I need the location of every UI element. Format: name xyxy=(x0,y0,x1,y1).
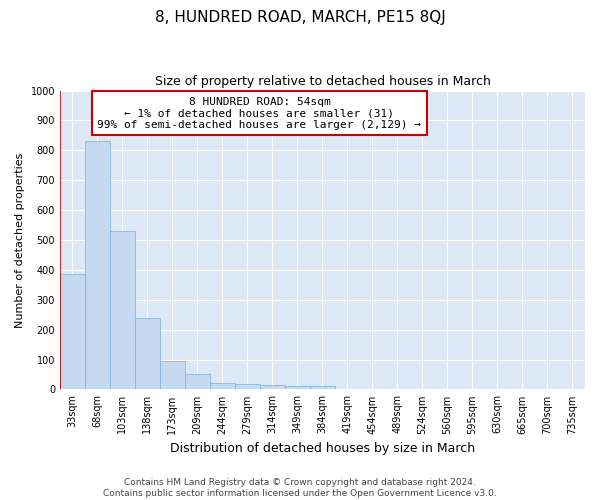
Bar xyxy=(235,384,260,390)
Bar xyxy=(60,274,85,390)
Bar xyxy=(210,384,235,390)
Bar xyxy=(85,142,110,390)
Bar xyxy=(110,231,135,390)
Text: 8 HUNDRED ROAD: 54sqm
← 1% of detached houses are smaller (31)
99% of semi-detac: 8 HUNDRED ROAD: 54sqm ← 1% of detached h… xyxy=(97,96,421,130)
X-axis label: Distribution of detached houses by size in March: Distribution of detached houses by size … xyxy=(170,442,475,455)
Text: Contains HM Land Registry data © Crown copyright and database right 2024.
Contai: Contains HM Land Registry data © Crown c… xyxy=(103,478,497,498)
Bar xyxy=(135,318,160,390)
Bar xyxy=(285,386,310,390)
Y-axis label: Number of detached properties: Number of detached properties xyxy=(15,152,25,328)
Title: Size of property relative to detached houses in March: Size of property relative to detached ho… xyxy=(155,75,490,88)
Bar xyxy=(185,374,210,390)
Text: 8, HUNDRED ROAD, MARCH, PE15 8QJ: 8, HUNDRED ROAD, MARCH, PE15 8QJ xyxy=(155,10,445,25)
Bar xyxy=(160,361,185,390)
Bar xyxy=(310,386,335,390)
Bar xyxy=(260,385,285,390)
